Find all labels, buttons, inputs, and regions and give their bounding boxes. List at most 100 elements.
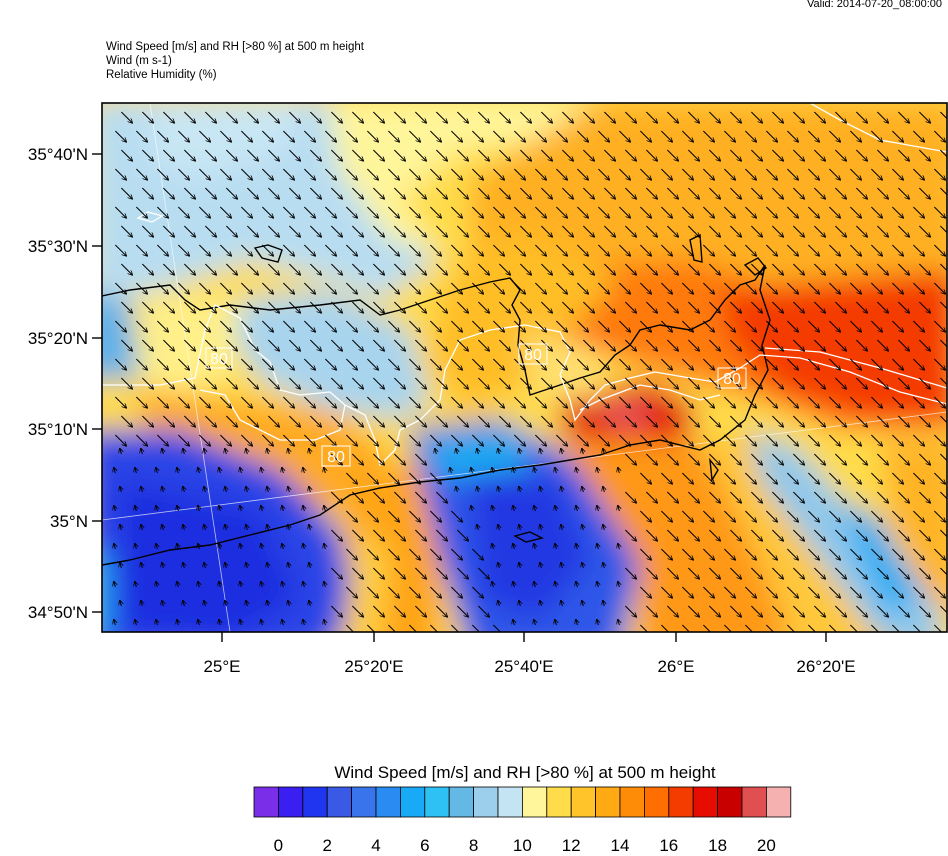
svg-text:80: 80: [210, 351, 228, 368]
wind-arrow: [892, 472, 903, 484]
wind-arrow: [562, 377, 573, 389]
wind-arrow: [871, 472, 882, 484]
wind-arrow: [603, 524, 605, 531]
wind-arrow: [751, 339, 762, 351]
wind-arrow: [430, 206, 441, 218]
wind-arrow: [520, 377, 531, 389]
wind-arrow: [808, 358, 819, 370]
wind-arrow: [625, 491, 636, 503]
wind-arrow: [766, 206, 777, 218]
wind-arrow: [331, 187, 342, 199]
wind-arrow: [331, 529, 342, 541]
wind-arrow: [835, 187, 846, 199]
wind-arrow: [493, 624, 504, 632]
wind-arrow: [562, 263, 573, 275]
wind-arrow: [492, 581, 494, 588]
wind-arrow: [766, 320, 777, 332]
wind-arrow: [136, 168, 147, 180]
wind-arrow: [247, 187, 258, 199]
wind-arrow: [352, 339, 363, 351]
wind-arrow: [898, 605, 909, 617]
wind-arrow: [555, 505, 557, 512]
wind-arrow: [625, 529, 636, 541]
wind-arrow: [814, 225, 825, 237]
wind-arrow: [262, 206, 273, 218]
wind-arrow: [561, 448, 563, 455]
wind-arrow: [688, 377, 699, 389]
wind-arrow: [267, 562, 269, 569]
wind-arrow: [409, 206, 420, 218]
wind-arrow: [703, 358, 714, 370]
wind-arrow: [640, 206, 651, 218]
wind-arrow: [618, 619, 620, 626]
wind-arrow: [577, 396, 588, 408]
wind-arrow: [871, 130, 882, 142]
wind-arrow: [934, 282, 945, 294]
wind-arrow: [787, 282, 798, 294]
wind-arrow: [394, 339, 405, 351]
wind-arrow: [430, 244, 441, 256]
wind-arrow: [646, 111, 657, 123]
wind-arrow: [667, 301, 678, 313]
wind-arrow: [457, 605, 468, 617]
wind-arrow: [898, 453, 909, 465]
wind-arrow: [199, 206, 210, 218]
wind-arrow: [919, 187, 930, 199]
wind-arrow: [388, 624, 399, 632]
wind-arrow: [814, 111, 825, 123]
svg-text:80: 80: [723, 371, 741, 388]
wind-arrow: [177, 467, 179, 474]
wind-arrow: [772, 339, 783, 351]
wind-arrow: [115, 434, 126, 446]
wind-arrow: [582, 448, 584, 455]
wind-arrow: [898, 567, 909, 579]
wind-arrow: [934, 586, 945, 598]
wind-arrow: [136, 358, 147, 370]
wind-arrow: [225, 562, 227, 569]
wind-arrow: [514, 396, 525, 408]
wind-arrow: [534, 505, 536, 512]
wind-arrow: [913, 244, 924, 256]
wind-arrow: [892, 130, 903, 142]
wind-arrow: [856, 529, 867, 541]
wind-arrow: [562, 149, 573, 161]
wind-arrow: [415, 225, 426, 237]
wind-arrow: [199, 244, 210, 256]
wind-arrow: [204, 600, 206, 607]
wind-arrow: [289, 187, 300, 199]
wind-arrow: [940, 187, 947, 199]
wind-arrow: [934, 320, 945, 332]
wind-arrow: [877, 529, 888, 541]
wind-arrow: [766, 396, 777, 408]
wind-arrow: [205, 111, 216, 123]
wind-arrow: [226, 111, 237, 123]
wind-arrow: [289, 149, 300, 161]
wind-arrow: [178, 434, 189, 446]
wind-arrow: [435, 448, 437, 455]
wind-arrow: [913, 130, 924, 142]
wind-arrow: [492, 505, 494, 512]
wind-arrow: [303, 581, 305, 588]
colorbar-label: 2: [322, 836, 332, 855]
wind-arrow: [394, 567, 405, 579]
wind-arrow: [262, 320, 273, 332]
wind-arrow: [367, 130, 378, 142]
wind-arrow: [394, 301, 405, 313]
wind-arrow: [919, 225, 930, 237]
wind-arrow: [262, 130, 273, 142]
wind-arrow: [535, 282, 546, 294]
wind-arrow: [534, 581, 536, 588]
wind-arrow: [766, 130, 777, 142]
wind-arrow: [246, 448, 248, 455]
wind-arrow: [661, 396, 672, 408]
wind-arrow: [268, 263, 279, 275]
wind-arrow: [225, 524, 227, 531]
wind-arrow: [304, 358, 315, 370]
wind-arrow: [324, 581, 326, 588]
wind-arrow: [562, 301, 573, 313]
wind-arrow: [766, 358, 777, 370]
wind-arrow: [331, 263, 342, 275]
colorbar-label: 8: [468, 836, 479, 855]
wind-arrow: [535, 320, 546, 332]
wind-arrow: [871, 358, 882, 370]
